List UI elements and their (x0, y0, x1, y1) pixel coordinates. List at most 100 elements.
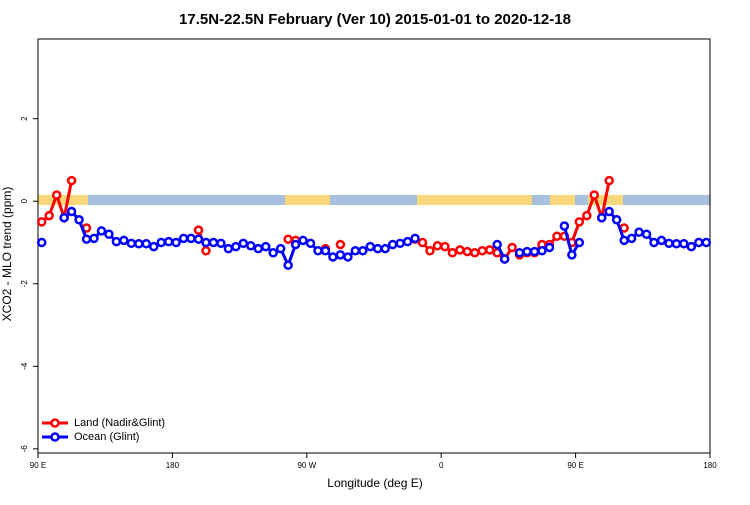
legend-marker (50, 432, 60, 442)
data-point (268, 248, 278, 258)
data-point (694, 237, 704, 248)
data-point (410, 233, 420, 244)
data-point (305, 238, 316, 249)
data-point (537, 245, 547, 256)
data-point (320, 245, 331, 256)
data-point (552, 231, 562, 242)
data-point (641, 229, 652, 239)
data-point (171, 237, 181, 248)
data-point (126, 238, 137, 249)
data-point (701, 237, 712, 248)
data-point (328, 252, 338, 262)
land-ocean-strip (38, 195, 710, 205)
data-point (484, 245, 495, 255)
data-point (283, 234, 293, 244)
data-point (104, 229, 114, 239)
data-point (604, 175, 614, 186)
data-point (193, 234, 204, 244)
data-point (275, 243, 286, 254)
data-point (656, 235, 667, 246)
data-point (193, 225, 204, 235)
data-point (260, 241, 271, 252)
x-tick-label: 0 (439, 461, 444, 470)
data-point (470, 248, 480, 258)
data-point (589, 190, 600, 200)
data-point (44, 210, 54, 221)
data-point (664, 238, 674, 249)
data-point (148, 241, 159, 252)
data-point (634, 227, 644, 237)
data-point (402, 236, 413, 247)
data-point (89, 233, 99, 244)
data-point (36, 217, 47, 227)
data-point (335, 239, 346, 250)
data-point (313, 245, 323, 256)
data-point (604, 206, 614, 217)
data-point (111, 236, 122, 247)
x-tick-label: 90 E (567, 461, 583, 470)
data-point (619, 235, 629, 246)
data-point (59, 212, 69, 223)
data-point (216, 238, 226, 249)
data-point (440, 241, 450, 252)
data-point (559, 221, 570, 231)
data-point (387, 239, 398, 250)
data-point (522, 246, 532, 257)
data-point (544, 242, 555, 253)
data-point (51, 190, 62, 200)
x-tick-label: 180 (166, 461, 180, 470)
data-point (679, 238, 689, 249)
data-point (574, 237, 585, 248)
y-tick-label: -4 (20, 362, 29, 370)
x-tick-label: 90 E (30, 461, 46, 470)
data-point (425, 245, 435, 256)
data-point (246, 241, 256, 251)
legend-label: Ocean (Glint) (74, 431, 139, 443)
data-point (455, 245, 465, 255)
data-point (514, 248, 525, 258)
data-point (253, 243, 264, 254)
data-point (365, 241, 376, 252)
data-point (66, 175, 77, 186)
data-point (238, 238, 249, 249)
y-tick-label: -2 (20, 280, 29, 288)
plot-frame (37, 38, 711, 454)
data-point (499, 254, 510, 264)
y-tick-label: 2 (20, 116, 29, 121)
data-point (447, 248, 458, 258)
data-point (380, 243, 390, 254)
data-point (81, 234, 92, 244)
data-point (507, 242, 517, 253)
data-point (492, 239, 502, 250)
legend-marker (50, 418, 60, 428)
data-point (671, 238, 682, 249)
data-point (201, 237, 211, 248)
data-point (186, 233, 196, 244)
data-point (66, 206, 77, 217)
data-point (36, 237, 47, 248)
data-point (350, 245, 361, 256)
data-point (134, 238, 144, 249)
data-point (477, 245, 488, 256)
x-tick-label: 90 W (297, 461, 316, 470)
data-point (417, 237, 428, 248)
data-point (462, 246, 473, 257)
data-point (432, 241, 443, 251)
data-point (290, 239, 301, 250)
chart-title: 17.5N-22.5N February (Ver 10) 2015-01-01… (179, 11, 571, 28)
x-tick-label: 180 (703, 461, 717, 470)
data-point (611, 215, 622, 225)
data-point (582, 210, 592, 221)
data-point (358, 245, 368, 256)
data-point (529, 246, 540, 257)
data-point (298, 235, 308, 246)
data-point (574, 217, 585, 227)
data-point (201, 245, 211, 256)
data-point (626, 233, 637, 244)
x-axis-label: Longitude (deg E) (327, 476, 422, 490)
data-point (686, 241, 697, 252)
data-point (223, 243, 234, 254)
data-point (96, 226, 107, 236)
data-point (567, 250, 577, 260)
